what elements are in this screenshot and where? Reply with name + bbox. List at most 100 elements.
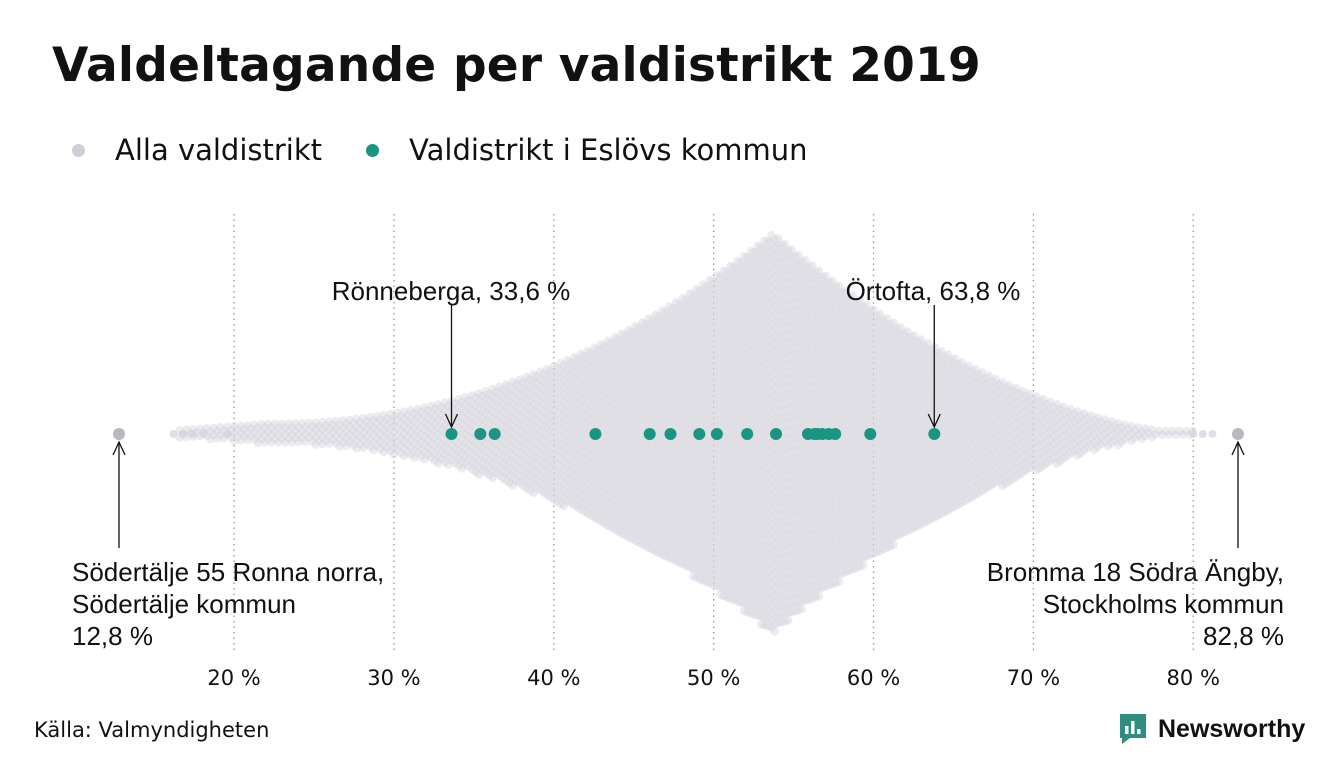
district-dot: [641, 453, 650, 462]
district-dot: [580, 403, 589, 413]
district-dot: [549, 369, 558, 378]
district-dot: [634, 538, 643, 547]
district-dot: [365, 427, 375, 437]
district-dot: [522, 454, 531, 463]
district-dot: [631, 492, 640, 501]
district-dot: [576, 505, 586, 514]
district-dot: [634, 449, 643, 458]
district-dot: [597, 451, 606, 460]
district-dot: [614, 497, 623, 507]
district-dot: [600, 423, 609, 432]
district-dot: [372, 441, 382, 450]
district-dot: [389, 420, 399, 429]
district-dot: [651, 310, 660, 319]
district-dot: [624, 362, 633, 372]
district-dot: [658, 335, 667, 345]
district-dot: [576, 409, 586, 418]
district-dot: [624, 340, 633, 349]
district-dot: [889, 540, 898, 549]
district-dot: [583, 457, 592, 466]
district-dot: [590, 350, 599, 360]
district-dot: [770, 627, 779, 636]
district-dot: [552, 371, 562, 380]
district-dot: [467, 435, 477, 444]
district-dot: [631, 529, 640, 538]
district-dot: [590, 410, 599, 419]
district-dot: [620, 427, 630, 436]
district-dot: [563, 474, 572, 483]
district-dot: [355, 432, 365, 442]
district-dot: [661, 448, 671, 457]
district-dot: [603, 506, 613, 516]
district-dot: [399, 429, 409, 438]
district-dot: [267, 430, 276, 440]
district-dot: [641, 519, 650, 529]
district-dot: [440, 405, 450, 415]
district-dot: [280, 438, 290, 447]
district-dot: [641, 527, 650, 536]
district-dot: [518, 451, 528, 461]
district-dot: [512, 461, 521, 471]
district-dot: [488, 444, 497, 453]
district-dot: [651, 458, 660, 467]
district-dot: [539, 414, 548, 423]
district-dot: [461, 452, 470, 461]
district-dot: [627, 349, 637, 359]
district-dot: [559, 368, 569, 377]
district-dot: [665, 339, 674, 348]
district-dot: [586, 363, 596, 372]
district-dot: [641, 497, 650, 506]
district-dot: [678, 315, 688, 325]
district-dot: [586, 385, 596, 395]
district-dot: [624, 385, 633, 394]
district-dot: [580, 500, 589, 509]
district-dot: [675, 418, 684, 427]
district-dot: [644, 321, 654, 331]
district-dot: [505, 382, 514, 392]
district-dot: [651, 517, 660, 526]
district-dot: [784, 616, 793, 625]
district-dot: [675, 447, 684, 456]
district-dot: [651, 443, 660, 452]
district-dot: [508, 414, 518, 424]
district-dot: [597, 488, 606, 497]
district-dot: [362, 439, 371, 448]
district-dot: [274, 438, 283, 447]
district-dot: [658, 528, 667, 537]
district-dot: [668, 540, 677, 549]
district-dot: [658, 395, 667, 404]
district-dot: [376, 430, 385, 439]
district-dot: [583, 472, 592, 481]
district-dot: [206, 427, 215, 436]
district-dot: [481, 409, 490, 418]
district-dot: [648, 323, 657, 332]
district-dot: [600, 460, 609, 469]
district-dot: [617, 329, 626, 338]
district-dot: [634, 494, 643, 503]
district-dot: [671, 512, 681, 521]
district-dot: [270, 419, 280, 429]
district-dot: [430, 449, 439, 458]
district-dot: [644, 395, 654, 405]
district-dot: [610, 436, 620, 445]
district-dot: [376, 415, 385, 424]
district-dot: [607, 368, 616, 377]
district-dot: [637, 370, 647, 379]
district-dot: [243, 421, 252, 430]
district-dot: [512, 454, 521, 463]
district-dot: [637, 518, 647, 527]
district-dot: [542, 438, 552, 448]
district-dot: [624, 481, 633, 490]
district-dot: [597, 495, 606, 504]
district-dot: [668, 385, 677, 394]
district-dot: [464, 440, 473, 449]
district-dot: [532, 380, 541, 389]
district-dot: [600, 445, 609, 454]
district-dot: [484, 389, 494, 398]
district-dot: [539, 406, 548, 416]
district-dot: [617, 396, 626, 405]
district-dot: [291, 419, 300, 428]
district-dot: [671, 497, 681, 507]
district-dot: [610, 421, 620, 431]
district-dot: [665, 457, 674, 466]
